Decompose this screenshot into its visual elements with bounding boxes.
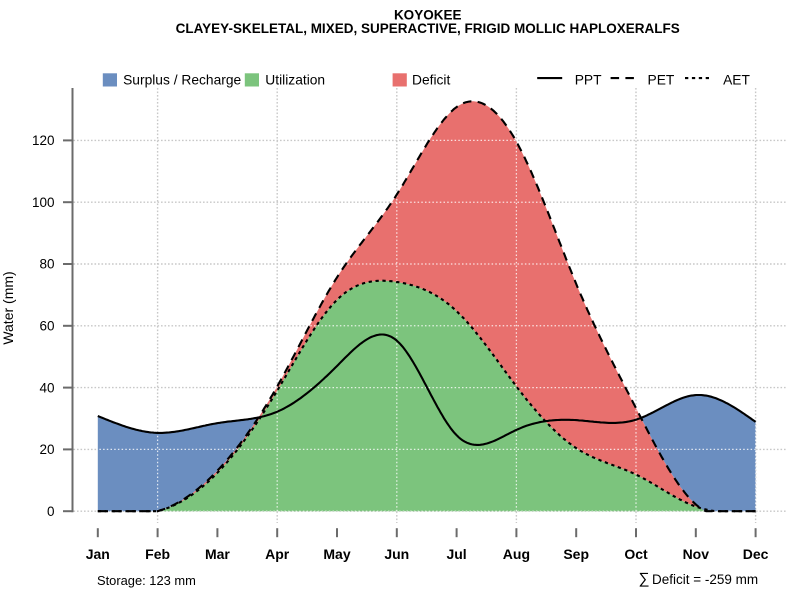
- svg-text:80: 80: [39, 257, 54, 272]
- svg-text:Oct: Oct: [624, 546, 648, 562]
- svg-text:CLAYEY-SKELETAL, MIXED, SUPERA: CLAYEY-SKELETAL, MIXED, SUPERACTIVE, FRI…: [176, 21, 680, 36]
- svg-text:Mar: Mar: [205, 546, 230, 562]
- svg-text:Aug: Aug: [503, 546, 530, 562]
- svg-text:Jul: Jul: [446, 546, 466, 562]
- svg-text:Feb: Feb: [145, 546, 170, 562]
- svg-text:Storage: 123 mm: Storage: 123 mm: [97, 573, 196, 588]
- svg-text:Dec: Dec: [743, 546, 769, 562]
- svg-text:AET: AET: [723, 72, 750, 87]
- svg-text:100: 100: [32, 195, 55, 210]
- svg-text:Jun: Jun: [384, 546, 409, 562]
- svg-text:Utilization: Utilization: [265, 72, 325, 87]
- svg-text:Nov: Nov: [683, 546, 710, 562]
- svg-text:Water (mm): Water (mm): [0, 271, 16, 344]
- svg-text:Apr: Apr: [265, 546, 290, 562]
- svg-text:∑: ∑: [639, 570, 650, 587]
- svg-text:PET: PET: [648, 72, 675, 87]
- svg-text:20: 20: [39, 442, 54, 457]
- svg-text:KOYOKEE: KOYOKEE: [394, 8, 462, 23]
- svg-text:Deficit = -259 mm: Deficit = -259 mm: [652, 572, 758, 587]
- svg-text:May: May: [323, 546, 350, 562]
- svg-text:Jan: Jan: [86, 546, 110, 562]
- svg-text:PPT: PPT: [575, 72, 602, 87]
- svg-text:60: 60: [39, 319, 54, 334]
- svg-text:Sep: Sep: [563, 546, 589, 562]
- svg-text:40: 40: [39, 380, 54, 395]
- svg-text:120: 120: [32, 133, 55, 148]
- svg-text:Deficit: Deficit: [412, 72, 450, 87]
- svg-text:0: 0: [47, 504, 55, 519]
- svg-text:Surplus / Recharge: Surplus / Recharge: [123, 72, 241, 87]
